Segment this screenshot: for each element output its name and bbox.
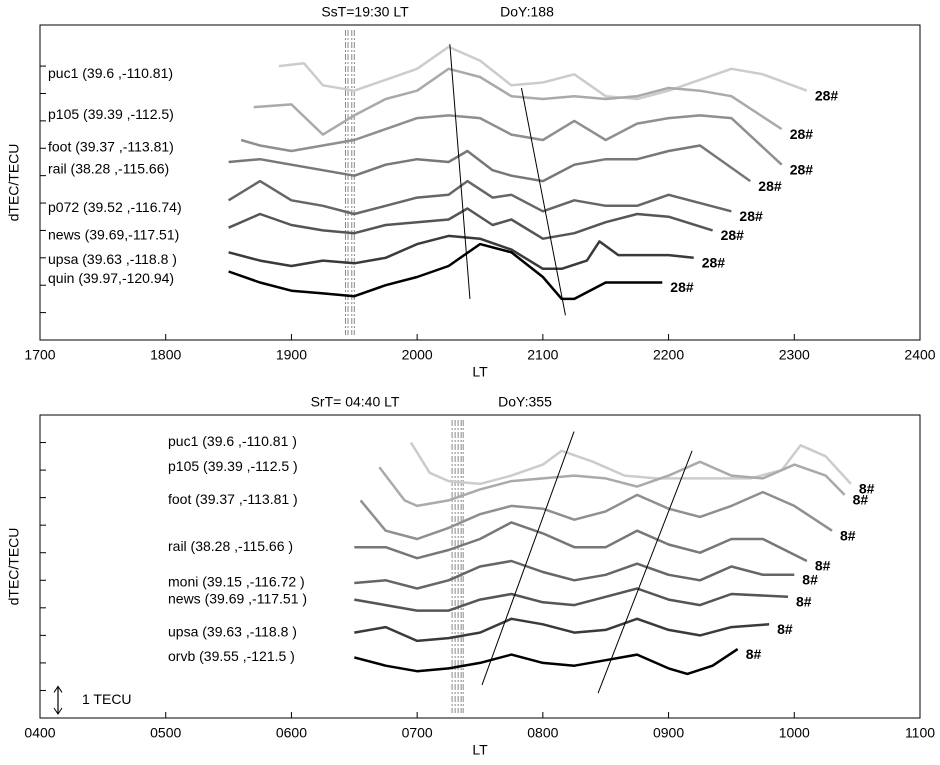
series-line [228, 207, 713, 240]
series-end-label: 8# [859, 481, 875, 497]
series-label: rail (38.28 ,-115.66 ) [168, 538, 293, 554]
series-line [228, 234, 694, 271]
chart-title: SrT= 04:40 LT [311, 394, 400, 410]
x-tick-label: 0700 [402, 725, 433, 741]
x-tick-label: 0500 [150, 725, 181, 741]
series-label: foot (39.37 ,-113.81) [48, 139, 174, 155]
series-line [240, 114, 783, 166]
series-end-label: 8# [777, 621, 793, 637]
scale-bar-label: 1 TECU [82, 691, 132, 707]
x-axis-label: LT [472, 364, 488, 380]
series-end-label: 8# [853, 492, 869, 508]
plot-frame [39, 24, 921, 341]
series-label: rail (38.28 ,-115.66) [48, 161, 169, 177]
series-end-label: 28# [790, 126, 814, 142]
series-line [409, 441, 852, 486]
x-tick-label: 2100 [527, 347, 558, 363]
series-label: news (39.69 ,-117.51 ) [168, 590, 307, 606]
series-label: puc1 (39.6 ,-110.81) [48, 65, 173, 81]
x-tick-label: 2000 [402, 347, 433, 363]
series-end-label: 28# [790, 161, 814, 177]
x-tick-label: 2300 [779, 347, 810, 363]
x-tick-label: 1000 [779, 725, 810, 741]
fit-line [597, 450, 693, 694]
series-line [354, 521, 808, 563]
y-axis-label: dTEC/TECU [6, 144, 22, 222]
scale-arrow [53, 685, 63, 715]
chart-subtitle: DoY:188 [500, 4, 554, 20]
series-end-label: 8# [746, 646, 762, 662]
x-tick-label: 0900 [653, 725, 684, 741]
series-label: p105 (39.39 ,-112.5) [48, 106, 174, 122]
series-end-label: 28# [670, 279, 694, 295]
x-tick-label: 1700 [24, 347, 55, 363]
fit-line [449, 44, 471, 299]
series-end-label: 28# [815, 87, 839, 103]
series-line [354, 587, 789, 612]
series-label: p105 (39.39 ,-112.5 ) [168, 458, 298, 474]
x-tick-label: 1900 [276, 347, 307, 363]
series-end-label: 28# [739, 208, 763, 224]
series-end-label: 8# [840, 527, 856, 543]
x-axis-label: LT [472, 742, 488, 758]
chart-subtitle: DoY:355 [498, 394, 552, 410]
x-tick-label: 0800 [527, 725, 558, 741]
series-line [227, 179, 732, 216]
series-line [228, 242, 663, 301]
series-line [228, 144, 752, 183]
series-line [353, 648, 739, 676]
x-tick-label: 2400 [904, 347, 935, 363]
series-end-label: 28# [702, 255, 726, 271]
series-label: orvb (39.55 ,-121.5 ) [168, 648, 295, 664]
x-tick-label: 0600 [276, 725, 307, 741]
x-tick-label: 1100 [905, 725, 935, 741]
series-end-label: 8# [796, 594, 812, 610]
series-label: foot (39.37 ,-113.81 ) [168, 491, 298, 507]
series-line [354, 617, 770, 643]
series-label: upsa (39.63 ,-118.8 ) [48, 251, 177, 267]
series-label: news (39.69,-117.51) [48, 226, 179, 242]
chart-title: SsT=19:30 LT [321, 4, 409, 20]
series-end-label: 8# [802, 571, 818, 587]
series-label: upsa (39.63 ,-118.8 ) [168, 623, 297, 639]
series-label: moni (39.15 ,-116.72 ) [168, 574, 305, 590]
series-line [253, 67, 783, 136]
series-line [278, 45, 808, 101]
fit-line [481, 431, 575, 686]
series-label: p072 (39.52 ,-116.74) [48, 199, 182, 215]
x-tick-label: 1800 [150, 347, 181, 363]
series-line [354, 559, 795, 590]
series-line [378, 460, 846, 508]
series-label: puc1 (39.6 ,-110.81 ) [168, 433, 297, 449]
x-tick-label: 2200 [653, 347, 684, 363]
series-label: quin (39.97,-120.94) [48, 270, 174, 286]
series-end-label: 8# [815, 558, 831, 574]
x-tick-label: 0400 [24, 725, 55, 741]
fit-line [520, 87, 566, 316]
series-line [359, 490, 833, 541]
plot-frame [39, 414, 921, 719]
y-axis-label: dTEC/TECU [6, 528, 22, 606]
series-end-label: 28# [758, 178, 782, 194]
series-end-label: 28# [721, 227, 745, 243]
